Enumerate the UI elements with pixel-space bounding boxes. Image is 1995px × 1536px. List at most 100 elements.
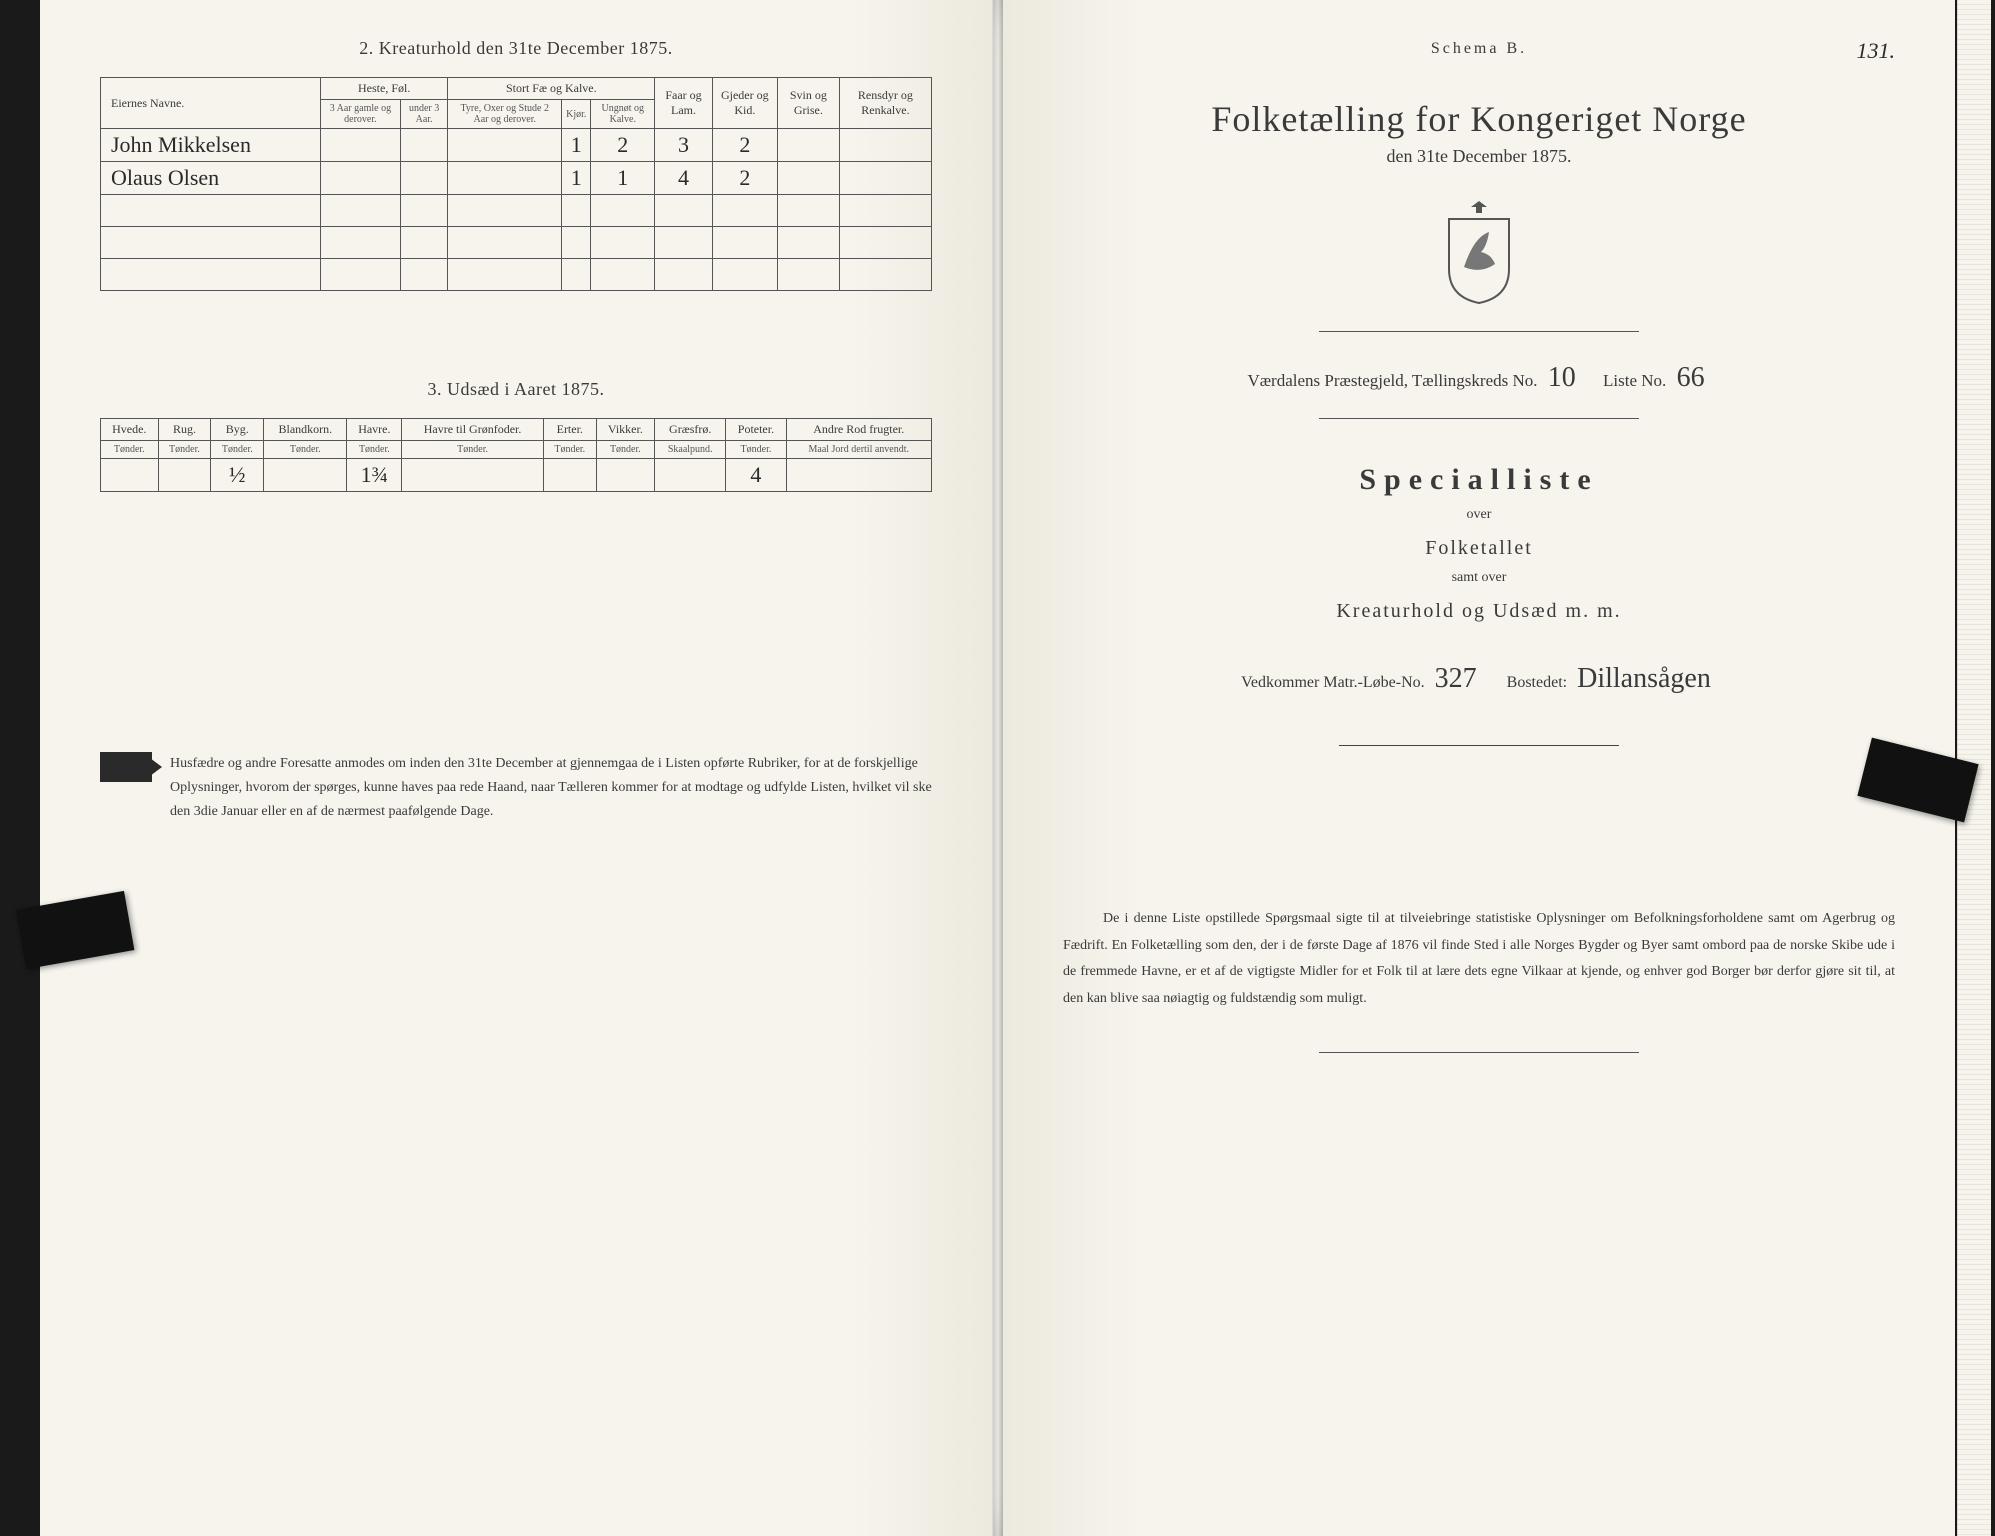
seed-col-head: Havre. [347, 419, 402, 441]
empty-cell [655, 195, 713, 227]
grp-cattle: Stort Fæ og Kalve. [448, 78, 655, 100]
census-title: Folketælling for Kongeriget Norge [1063, 98, 1895, 140]
bosted-label: Bostedet: [1507, 674, 1567, 691]
open-book: 2. Kreaturhold den 31te December 1875. E… [40, 0, 1955, 1536]
col-horse-b: under 3 Aar. [400, 100, 448, 129]
table-row [101, 227, 932, 259]
cell-value [448, 129, 562, 162]
over-label: over [1063, 507, 1895, 523]
section3-title: 3. Udsæd i Aaret 1875. [100, 379, 932, 400]
book-spine [993, 0, 1003, 1536]
table-row: John Mikkelsen1232 [101, 129, 932, 162]
page-number: 131. [1857, 38, 1896, 64]
folketallet-label: Folketallet [1063, 537, 1895, 560]
empty-cell [655, 227, 713, 259]
empty-cell [562, 195, 591, 227]
cell-value [777, 129, 839, 162]
kreds-number: 10 [1542, 362, 1582, 393]
cell-value: 1 [562, 162, 591, 195]
seed-value [655, 459, 726, 492]
seed-value: 4 [726, 459, 786, 492]
matr-line: Vedkommer Matr.-Løbe-No. 327 Bostedet: D… [1063, 663, 1895, 695]
coat-of-arms-icon [1434, 197, 1524, 307]
seed-value [786, 459, 931, 492]
empty-cell [562, 227, 591, 259]
empty-cell [448, 195, 562, 227]
cell-value: 2 [591, 129, 655, 162]
seed-col-head: Poteter. [726, 419, 786, 441]
empty-cell [400, 195, 448, 227]
instruction-text: Husfædre og andre Foresatte anmodes om i… [170, 752, 932, 823]
seed-col-unit: Tønder. [596, 441, 654, 459]
col-goat: Gjeder og Kid. [712, 78, 777, 129]
list-label: Liste No. [1603, 371, 1666, 390]
ornament-divider [1339, 745, 1619, 746]
seed-col-head: Andre Rod frugter. [786, 419, 931, 441]
seed-col-head: Erter. [543, 419, 596, 441]
empty-cell [591, 259, 655, 291]
samt-label: samt over [1063, 570, 1895, 586]
owner-name: Olaus Olsen [101, 162, 321, 195]
empty-cell [321, 227, 401, 259]
parish-line: Værdalens Præstegjeld, Tællingskreds No.… [1063, 362, 1895, 394]
owner-name: John Mikkelsen [101, 129, 321, 162]
empty-cell [839, 259, 931, 291]
col-sheep: Faar og Lam. [655, 78, 713, 129]
divider [1319, 1052, 1639, 1053]
col-reindeer: Rensdyr og Renkalve. [839, 78, 931, 129]
col-cattle-b: Kjør. [562, 100, 591, 129]
right-page: 131. Schema B. Folketælling for Kongerig… [1003, 0, 1955, 1536]
empty-cell [655, 259, 713, 291]
seed-col-head: Hvede. [101, 419, 159, 441]
table-row [101, 195, 932, 227]
cell-value [321, 129, 401, 162]
seed-col-unit: Tønder. [402, 441, 544, 459]
empty-cell [777, 227, 839, 259]
specialliste-heading: Specialliste [1063, 463, 1895, 497]
seed-col-unit: Tønder. [264, 441, 347, 459]
livestock-table: Eiernes Navne. Heste, Føl. Stort Fæ og K… [100, 77, 932, 291]
empty-cell [448, 227, 562, 259]
seed-value [596, 459, 654, 492]
cell-value [400, 162, 448, 195]
kreatur-label: Kreaturhold og Udsæd m. m. [1063, 600, 1895, 623]
seed-value: ½ [211, 459, 264, 492]
bosted-value: Dillansågen [1571, 663, 1717, 694]
col-horse-a: 3 Aar gamle og derover. [321, 100, 401, 129]
seed-col-head: Blandkorn. [264, 419, 347, 441]
empty-cell [712, 227, 777, 259]
empty-cell [562, 259, 591, 291]
empty-cell [777, 259, 839, 291]
table-row: Olaus Olsen1142 [101, 162, 932, 195]
cell-value: 1 [562, 129, 591, 162]
empty-cell [400, 227, 448, 259]
empty-cell [712, 195, 777, 227]
pointing-hand-icon [100, 752, 152, 782]
seed-col-unit: Tønder. [347, 441, 402, 459]
seed-col-unit: Tønder. [158, 441, 211, 459]
empty-cell [591, 227, 655, 259]
col-cattle-c: Ungnøt og Kalve. [591, 100, 655, 129]
grp-horse: Heste, Føl. [321, 78, 448, 100]
empty-cell [101, 259, 321, 291]
seed-col-unit: Tønder. [726, 441, 786, 459]
empty-cell [591, 195, 655, 227]
seed-col-head: Rug. [158, 419, 211, 441]
table-row [101, 259, 932, 291]
cell-value [777, 162, 839, 195]
cell-value [400, 129, 448, 162]
matr-number: 327 [1429, 663, 1483, 694]
cell-value [321, 162, 401, 195]
empty-cell [101, 227, 321, 259]
col-cattle-a: Tyre, Oxer og Stude 2 Aar og derover. [448, 100, 562, 129]
empty-cell [712, 259, 777, 291]
seed-col-unit: Tønder. [543, 441, 596, 459]
left-page: 2. Kreaturhold den 31te December 1875. E… [40, 0, 993, 1536]
seed-table: Hvede.Rug.Byg.Blandkorn.Havre.Havre til … [100, 418, 932, 492]
parish-label: Værdalens Præstegjeld, Tællingskreds No. [1247, 371, 1537, 390]
seed-value: 1¾ [347, 459, 402, 492]
divider [1319, 331, 1639, 332]
col-pig: Svin og Grise. [777, 78, 839, 129]
cell-value [839, 162, 931, 195]
empty-cell [839, 195, 931, 227]
